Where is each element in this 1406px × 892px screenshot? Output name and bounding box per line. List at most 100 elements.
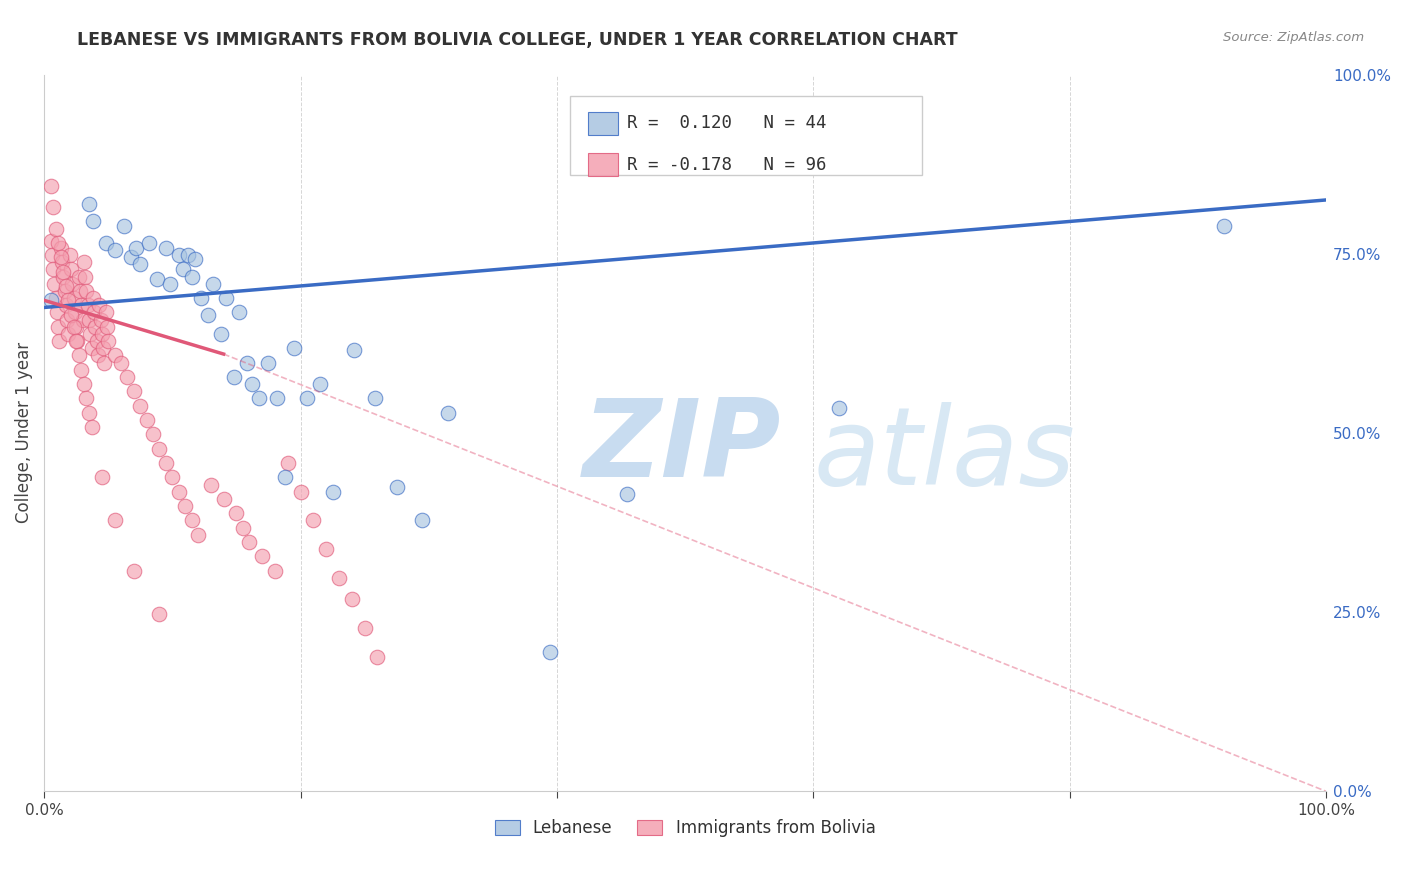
Point	[167, 484, 190, 499]
Point	[52, 269, 75, 284]
Point	[67, 269, 90, 284]
Point	[55, 298, 77, 312]
Point	[155, 456, 177, 470]
Point	[65, 334, 87, 348]
Point	[250, 549, 273, 564]
Point	[58, 326, 80, 341]
Point	[58, 293, 80, 308]
Text: Source: ZipAtlas.com: Source: ZipAtlas.com	[1223, 31, 1364, 45]
Point	[59, 248, 82, 262]
Point	[60, 262, 83, 277]
Point	[238, 534, 260, 549]
Point	[180, 269, 202, 284]
Point	[176, 248, 198, 262]
Point	[222, 370, 245, 384]
Point	[69, 284, 91, 298]
Point	[328, 571, 350, 585]
Point	[110, 356, 132, 370]
Point	[83, 305, 105, 319]
Point	[82, 291, 104, 305]
Point	[72, 312, 94, 326]
Point	[112, 219, 135, 234]
Point	[616, 487, 638, 501]
Point	[97, 334, 120, 348]
Point	[93, 356, 115, 370]
Point	[75, 284, 97, 298]
Point	[104, 513, 127, 527]
Point	[167, 248, 190, 262]
Point	[55, 279, 77, 293]
Point	[172, 262, 194, 277]
Point	[75, 392, 97, 406]
Text: R =  0.120   N = 44: R = 0.120 N = 44	[627, 114, 827, 132]
Point	[366, 649, 388, 664]
Point	[411, 513, 433, 527]
Point	[148, 607, 170, 621]
Point	[41, 248, 63, 262]
Text: R = -0.178   N = 96: R = -0.178 N = 96	[627, 156, 827, 174]
Point	[180, 513, 202, 527]
Point	[209, 326, 232, 341]
Point	[174, 499, 197, 513]
Point	[104, 349, 127, 363]
Text: atlas: atlas	[813, 402, 1076, 507]
Point	[120, 250, 142, 264]
Point	[91, 341, 114, 355]
Point	[94, 305, 117, 319]
FancyBboxPatch shape	[588, 112, 619, 135]
Point	[146, 272, 169, 286]
Point	[77, 406, 100, 420]
Point	[49, 241, 72, 255]
Point	[200, 477, 222, 491]
Point	[53, 284, 76, 298]
Point	[79, 326, 101, 341]
Point	[45, 305, 67, 319]
Point	[129, 257, 152, 271]
Point	[70, 363, 93, 377]
Text: LEBANESE VS IMMIGRANTS FROM BOLIVIA COLLEGE, UNDER 1 YEAR CORRELATION CHART: LEBANESE VS IMMIGRANTS FROM BOLIVIA COLL…	[77, 31, 957, 49]
Point	[148, 442, 170, 456]
Point	[90, 326, 112, 341]
Point	[302, 513, 325, 527]
Point	[125, 241, 148, 255]
Point	[44, 277, 66, 291]
Point	[353, 621, 375, 635]
Point	[42, 262, 65, 277]
Point	[266, 392, 288, 406]
Point	[295, 392, 318, 406]
Point	[73, 377, 96, 392]
Point	[60, 308, 83, 322]
Point	[45, 221, 67, 235]
Y-axis label: College, Under 1 year: College, Under 1 year	[15, 343, 32, 524]
Point	[42, 200, 65, 214]
Point	[122, 384, 145, 399]
Point	[343, 343, 366, 358]
Point	[87, 349, 110, 363]
Point	[277, 456, 299, 470]
Point	[197, 308, 219, 322]
Point	[39, 178, 62, 193]
Point	[94, 235, 117, 250]
Point	[65, 319, 87, 334]
Point	[86, 334, 108, 348]
Point	[308, 377, 330, 392]
Point	[235, 356, 257, 370]
Point	[77, 196, 100, 211]
Point	[290, 484, 312, 499]
Point	[240, 377, 263, 392]
Point	[540, 644, 562, 658]
Point	[249, 392, 271, 406]
Point	[63, 305, 86, 319]
Legend: Lebanese, Immigrants from Bolivia: Lebanese, Immigrants from Bolivia	[488, 813, 883, 844]
Point	[155, 241, 177, 255]
Point	[129, 399, 152, 413]
Point	[315, 541, 337, 556]
Point	[1212, 219, 1234, 234]
Point	[48, 334, 70, 348]
Point	[46, 319, 69, 334]
Point	[135, 413, 157, 427]
Point	[104, 243, 127, 257]
Point	[39, 293, 62, 308]
Point	[225, 506, 247, 520]
Point	[96, 319, 118, 334]
